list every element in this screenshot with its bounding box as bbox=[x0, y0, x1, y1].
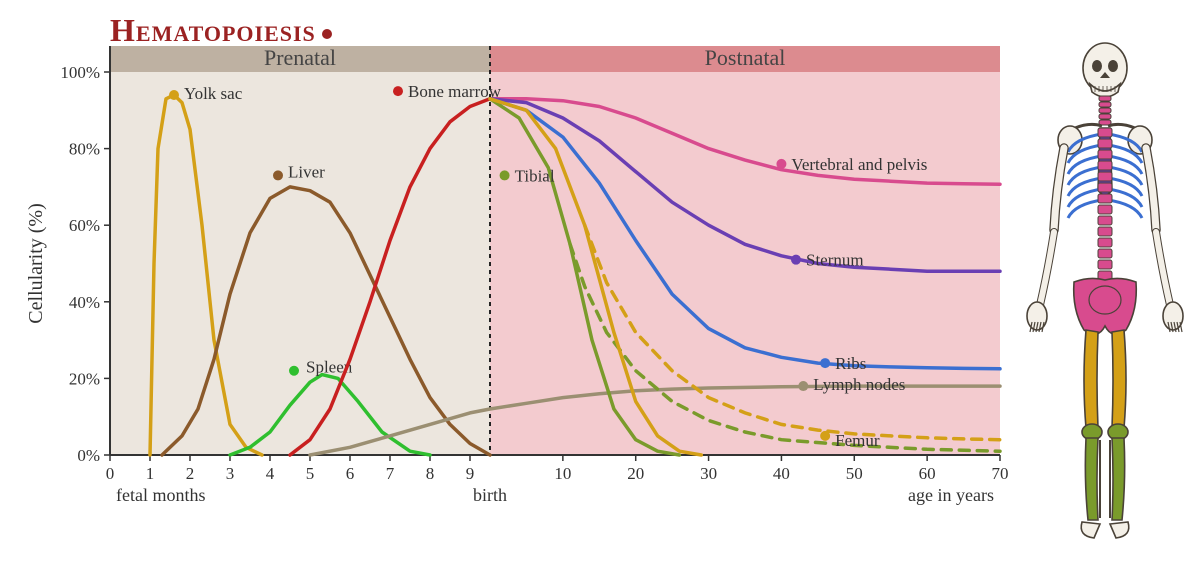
vertebra bbox=[1098, 194, 1112, 203]
dot-lymph_nodes bbox=[798, 381, 808, 391]
vertebra bbox=[1098, 227, 1112, 236]
x-tick-pre: 0 bbox=[106, 464, 115, 483]
x-tick-post: 60 bbox=[919, 464, 936, 483]
x-tick-post: 20 bbox=[627, 464, 644, 483]
x-tick-pre: 1 bbox=[146, 464, 155, 483]
x-tick-pre: 6 bbox=[346, 464, 355, 483]
vertebra bbox=[1098, 238, 1112, 247]
x-tick-post: 10 bbox=[554, 464, 571, 483]
vertebra bbox=[1098, 139, 1112, 148]
label-tibial: Tibial bbox=[515, 166, 555, 185]
cervical-vertebra bbox=[1099, 108, 1111, 113]
rib-left bbox=[1068, 200, 1102, 218]
x-tick-post: 70 bbox=[992, 464, 1009, 483]
y-tick: 20% bbox=[69, 369, 100, 388]
vertebra bbox=[1098, 128, 1112, 137]
x-tick-pre: 9 bbox=[466, 464, 475, 483]
vertebra bbox=[1098, 161, 1112, 170]
label-lymph_nodes: Lymph nodes bbox=[813, 375, 905, 394]
cervical-vertebra bbox=[1099, 96, 1111, 101]
x-tick-post: 50 bbox=[846, 464, 863, 483]
label-yolk_sac: Yolk sac bbox=[184, 84, 243, 103]
foot-left bbox=[1081, 522, 1100, 538]
pelvis bbox=[1074, 278, 1137, 334]
postnatal-label: Postnatal bbox=[705, 45, 786, 70]
cervical-vertebra bbox=[1099, 102, 1111, 107]
vertebra bbox=[1098, 183, 1112, 192]
prenatal-bg bbox=[110, 72, 490, 455]
y-tick: 80% bbox=[69, 140, 100, 159]
hematopoiesis-chart: Prenatal Postnatal 0% 20% 40% 60% 80% 100% Cellu… bbox=[0, 0, 1040, 574]
dot-femur bbox=[820, 431, 830, 441]
vertebra bbox=[1098, 172, 1112, 181]
tibia-right bbox=[1112, 438, 1125, 520]
dot-vertebral_pelvis bbox=[776, 159, 786, 169]
x-prenatal-label: fetal months bbox=[116, 485, 205, 505]
cervical-vertebra bbox=[1099, 114, 1111, 119]
x-postnatal-label: age in years bbox=[908, 485, 994, 505]
dot-ribs bbox=[820, 358, 830, 368]
foot-right bbox=[1110, 522, 1129, 538]
y-tick: 0% bbox=[77, 446, 100, 465]
x-tick-post: 30 bbox=[700, 464, 717, 483]
x-birth-label: birth bbox=[473, 485, 507, 505]
x-tick-pre: 4 bbox=[266, 464, 275, 483]
femur-right bbox=[1112, 330, 1126, 428]
x-tick-pre: 8 bbox=[426, 464, 435, 483]
y-tick: 60% bbox=[69, 216, 100, 235]
x-tick-pre: 2 bbox=[186, 464, 195, 483]
y-tick: 100% bbox=[60, 63, 100, 82]
prenatal-label: Prenatal bbox=[264, 45, 336, 70]
label-liver: Liver bbox=[288, 162, 325, 181]
dot-bone_marrow bbox=[393, 86, 403, 96]
label-bone_marrow: Bone marrow bbox=[408, 82, 502, 101]
label-vertebral_pelvis: Vertebral and pelvis bbox=[791, 155, 927, 174]
label-ribs: Ribs bbox=[835, 354, 866, 373]
label-femur: Femur bbox=[835, 431, 880, 450]
dot-sternum bbox=[791, 255, 801, 265]
dot-spleen bbox=[289, 366, 299, 376]
vertebra bbox=[1098, 150, 1112, 159]
vertebra bbox=[1098, 249, 1112, 258]
vertebra bbox=[1098, 260, 1112, 269]
x-tick-pre: 5 bbox=[306, 464, 315, 483]
x-tick-post: 40 bbox=[773, 464, 790, 483]
y-tick: 40% bbox=[69, 293, 100, 312]
dot-yolk_sac bbox=[169, 90, 179, 100]
y-axis-label: Cellularity (%) bbox=[25, 203, 47, 324]
vertebra bbox=[1098, 205, 1112, 214]
skeleton-illustration bbox=[1020, 30, 1190, 550]
dot-tibial bbox=[500, 170, 510, 180]
label-sternum: Sternum bbox=[806, 251, 864, 270]
rib-right bbox=[1108, 200, 1142, 218]
x-tick-pre: 3 bbox=[226, 464, 235, 483]
x-tick-pre: 7 bbox=[386, 464, 395, 483]
tibia-left bbox=[1085, 438, 1098, 520]
dot-liver bbox=[273, 170, 283, 180]
vertebra bbox=[1098, 216, 1112, 225]
femur-left bbox=[1084, 330, 1098, 428]
hand-right bbox=[1163, 302, 1183, 330]
